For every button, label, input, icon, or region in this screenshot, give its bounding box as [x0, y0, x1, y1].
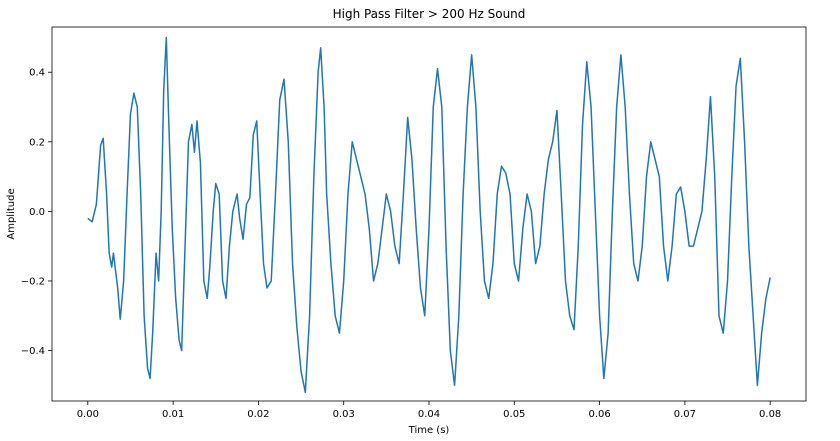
x-tick-label: 0.03 [333, 409, 355, 420]
x-tick-label: 0.02 [247, 409, 269, 420]
x-axis-label: Time (s) [408, 425, 450, 436]
y-tick-label: 0.4 [29, 68, 45, 79]
x-tick-label: 0.08 [759, 409, 781, 420]
y-tick-label: −0.2 [21, 276, 45, 287]
y-tick-label: 0.0 [29, 207, 45, 218]
x-tick-label: 0.04 [418, 409, 440, 420]
y-tick-label: 0.2 [29, 137, 45, 148]
chart-title: High Pass Filter > 200 Hz Sound [333, 7, 526, 21]
y-tick-label: −0.4 [21, 346, 45, 357]
x-tick-label: 0.06 [588, 409, 610, 420]
x-axis: 0.00 0.01 0.02 0.03 0.04 0.05 0.06 0.07 0.08 [77, 401, 781, 420]
x-tick-label: 0.00 [77, 409, 99, 420]
series-layer [87, 36, 771, 394]
x-tick-label: 0.01 [162, 409, 184, 420]
y-axis-label: Amplitude [6, 188, 17, 239]
y-axis: −0.4 −0.2 0.0 0.2 0.4 [21, 68, 52, 357]
x-tick-label: 0.05 [503, 409, 525, 420]
x-tick-label: 0.07 [674, 409, 696, 420]
series-line-0 [87, 36, 771, 394]
